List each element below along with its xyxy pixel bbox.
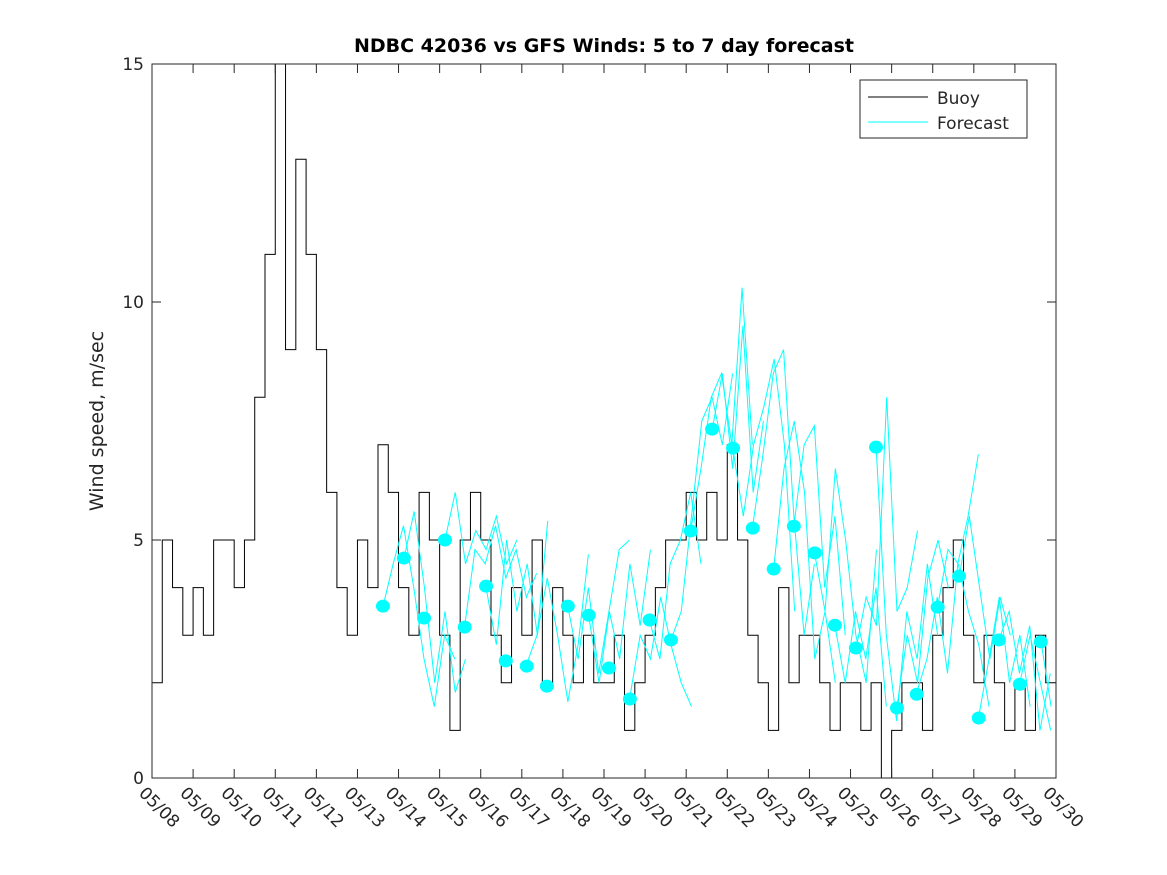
x-tick-label-15: 05/23 — [751, 783, 800, 832]
forecast-trace-13 — [732, 359, 796, 612]
forecast-trace-19 — [855, 397, 919, 650]
x-tick-label-8: 05/16 — [463, 783, 512, 832]
forecast-point-18 — [745, 521, 760, 535]
x-tick-label-11: 05/19 — [586, 783, 635, 832]
legend-buoy-label: Buoy — [937, 89, 980, 109]
x-tick-label-3: 05/11 — [258, 783, 307, 832]
x-tick-label-4: 05/12 — [299, 783, 348, 832]
forecast-point-29 — [971, 711, 986, 725]
axis-ticks: 05101505/0805/0905/1005/1105/1205/1305/1… — [122, 55, 1087, 832]
forecast-point-20 — [786, 519, 801, 533]
y-tick-label-0: 0 — [133, 769, 144, 789]
forecast-point-21 — [807, 546, 822, 560]
forecast-trace-8 — [629, 597, 692, 707]
forecast-point-15 — [683, 524, 698, 538]
forecast-trace-15 — [773, 420, 836, 683]
forecast-point-32 — [1033, 635, 1048, 649]
forecast-point-2 — [417, 611, 432, 625]
forecast-point-6 — [498, 654, 513, 668]
forecast-point-5 — [479, 579, 494, 593]
forecast-point-24 — [869, 440, 884, 454]
forecast-point-23 — [848, 641, 863, 655]
x-tick-label-2: 05/10 — [217, 783, 266, 832]
forecast-trace-26 — [998, 609, 1051, 731]
x-tick-label-21: 05/29 — [997, 783, 1046, 832]
x-tick-label-10: 05/18 — [545, 783, 594, 832]
x-tick-label-17: 05/25 — [833, 783, 882, 832]
forecast-trace-0 — [382, 525, 456, 707]
y-tick-label-3: 15 — [122, 55, 144, 75]
forecast-trace-3 — [464, 525, 538, 626]
forecast-trace-24 — [958, 516, 1011, 660]
x-tick-label-19: 05/27 — [915, 783, 964, 832]
forecast-trace-5 — [526, 554, 589, 702]
x-tick-label-7: 05/15 — [422, 783, 471, 832]
x-tick-label-0: 05/08 — [134, 783, 183, 832]
forecast-point-27 — [930, 600, 945, 614]
x-tick-label-14: 05/22 — [710, 783, 759, 832]
forecast-point-10 — [581, 608, 596, 622]
legend: Buoy Forecast — [859, 79, 1028, 139]
forecast-point-1 — [396, 551, 411, 565]
forecast-trace-16 — [793, 423, 846, 636]
forecast-trace-1 — [403, 511, 467, 693]
x-tick-label-5: 05/13 — [340, 783, 389, 832]
forecast-trace-21 — [896, 539, 949, 707]
forecast-point-31 — [1012, 677, 1027, 691]
forecast-trace-20 — [875, 444, 939, 721]
forecast-point-13 — [642, 613, 657, 627]
forecast-point-3 — [437, 533, 452, 547]
forecast-point-0 — [375, 599, 390, 613]
x-tick-label-22: 05/30 — [1038, 783, 1087, 832]
forecast-point-28 — [952, 569, 967, 583]
forecast-point-22 — [827, 618, 842, 632]
forecast-trace-11 — [690, 287, 753, 531]
y-tick-label-2: 10 — [122, 293, 144, 313]
forecast-point-14 — [663, 633, 678, 647]
x-tick-label-6: 05/14 — [381, 783, 430, 832]
x-tick-label-16: 05/24 — [792, 783, 841, 832]
forecast-trace-23 — [937, 548, 990, 707]
chart-title: NDBC 42036 vs GFS Winds: 5 to 7 day fore… — [354, 35, 854, 57]
forecast-point-17 — [726, 441, 741, 455]
x-tick-label-12: 05/20 — [628, 783, 677, 832]
forecast-trace-22 — [916, 454, 979, 693]
x-tick-label-18: 05/26 — [874, 783, 923, 832]
y-tick-label-1: 5 — [133, 531, 144, 551]
forecast-point-30 — [991, 633, 1006, 647]
forecast-trace-10 — [670, 373, 734, 641]
forecast-trace-17 — [814, 468, 877, 683]
forecast-trace-6 — [567, 539, 630, 674]
forecast-trace-12 — [711, 325, 764, 493]
forecast-point-26 — [909, 687, 924, 701]
forecast-trace-27 — [1019, 635, 1052, 731]
forecast-trace-7 — [588, 549, 651, 683]
legend-box — [859, 79, 1028, 139]
forecast-point-8 — [539, 679, 554, 693]
forecast-trace-14 — [752, 349, 815, 636]
forecast-point-7 — [519, 659, 534, 673]
forecast-point-9 — [560, 599, 575, 613]
forecast-trace-28 — [1040, 639, 1052, 707]
forecast-point-19 — [766, 562, 781, 576]
forecast-point-16 — [705, 422, 720, 436]
forecast-point-4 — [457, 620, 472, 634]
x-tick-label-20: 05/28 — [956, 783, 1005, 832]
x-tick-label-13: 05/21 — [669, 783, 718, 832]
x-tick-label-9: 05/17 — [504, 783, 553, 832]
legend-forecast-label: Forecast — [937, 114, 1009, 134]
forecast-point-25 — [889, 701, 904, 715]
buoy-series-line — [152, 63, 1056, 779]
x-tick-label-1: 05/09 — [176, 783, 225, 832]
y-axis-label: Wind speed, m/sec — [86, 331, 108, 511]
plot-area — [152, 63, 1056, 779]
forecast-point-11 — [601, 661, 616, 675]
forecast-point-12 — [622, 692, 637, 706]
